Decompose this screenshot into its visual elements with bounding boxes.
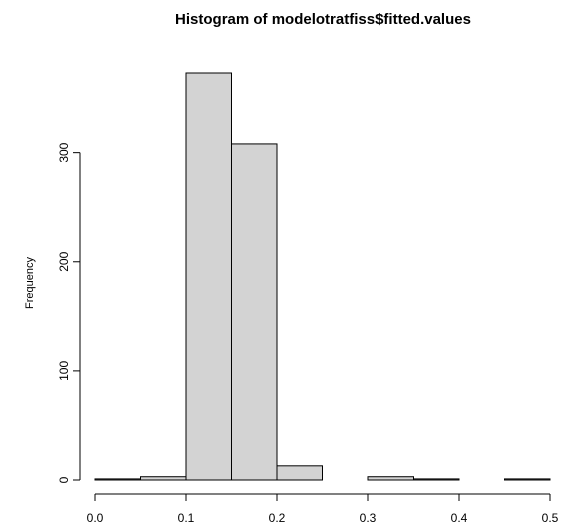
y-axis-label: Frequency bbox=[24, 257, 36, 309]
x-tick-label-5: 0.5 bbox=[542, 511, 559, 525]
histogram-bar-4 bbox=[276, 465, 323, 481]
histogram-bar-0 bbox=[94, 478, 141, 481]
y-tick-label-1: 100 bbox=[57, 361, 71, 381]
chart-title: Histogram of modelotratfiss$fitted.value… bbox=[175, 11, 471, 28]
x-tick-label-2: 0.2 bbox=[269, 511, 286, 525]
y-tick-label-2: 200 bbox=[57, 251, 71, 271]
x-axis: 0.0 0.1 0.2 0.3 0.4 0.5 bbox=[87, 493, 559, 525]
histogram-bar-2 bbox=[185, 72, 232, 481]
y-tick-label-3: 300 bbox=[57, 142, 71, 162]
histogram-bar-7 bbox=[413, 478, 460, 481]
histogram-bar-6 bbox=[367, 476, 414, 481]
x-tick-label-3: 0.3 bbox=[360, 511, 377, 525]
x-tick-label-0: 0.0 bbox=[87, 511, 104, 525]
histogram-bar-3 bbox=[231, 143, 278, 481]
histogram-bar-1 bbox=[140, 476, 187, 481]
y-tick-label-0: 0 bbox=[57, 476, 71, 483]
y-axis: 0 100 200 300 bbox=[57, 142, 81, 483]
bars-group bbox=[94, 72, 551, 481]
histogram-bar-9 bbox=[504, 478, 551, 481]
x-tick-label-4: 0.4 bbox=[451, 511, 468, 525]
x-tick-label-1: 0.1 bbox=[178, 511, 195, 525]
